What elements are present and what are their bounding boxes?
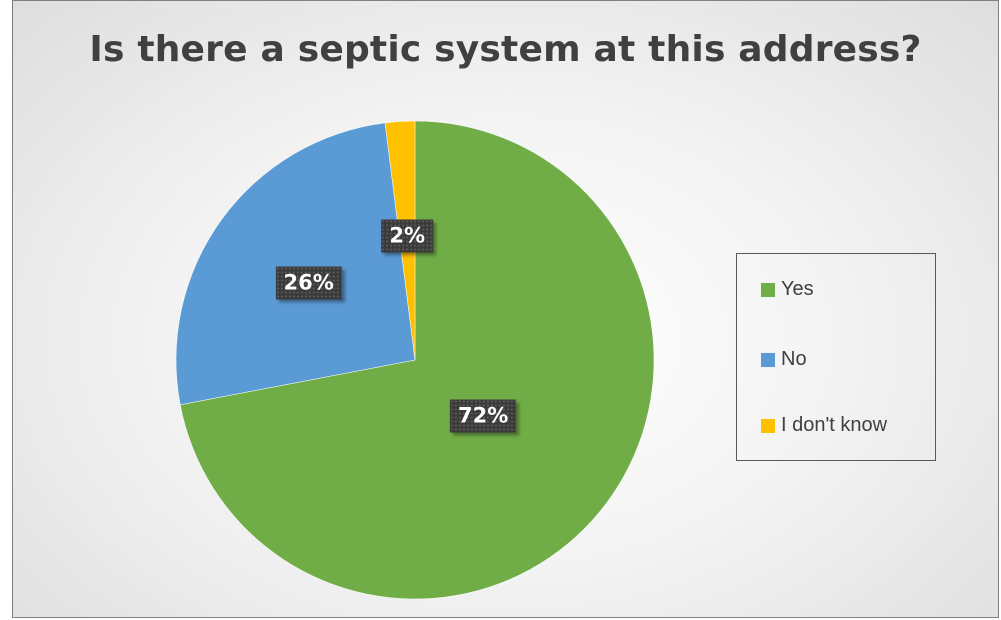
legend-swatch-dont-know — [761, 418, 775, 433]
legend-item-yes: Yes — [761, 278, 814, 301]
legend-swatch-no — [761, 352, 775, 367]
legend: Yes No I don't know — [736, 253, 936, 461]
legend-label-no: No — [781, 348, 807, 370]
pie-chart — [175, 120, 655, 600]
data-label-dont-know: 2% — [381, 219, 434, 253]
pie-slice-no — [175, 122, 416, 406]
pie-slice-yes — [179, 120, 655, 600]
chart-title: Is there a septic system at this address… — [89, 29, 922, 70]
legend-item-dont-know: I don't know — [761, 414, 887, 437]
chart-area: Is there a septic system at this address… — [12, 0, 999, 618]
legend-label-yes: Yes — [781, 278, 814, 300]
legend-item-no: No — [761, 348, 807, 371]
legend-label-dont-know: I don't know — [781, 414, 888, 436]
data-label-no: 26% — [275, 266, 342, 300]
data-label-yes: 72% — [449, 399, 517, 433]
legend-swatch-yes — [761, 282, 775, 297]
